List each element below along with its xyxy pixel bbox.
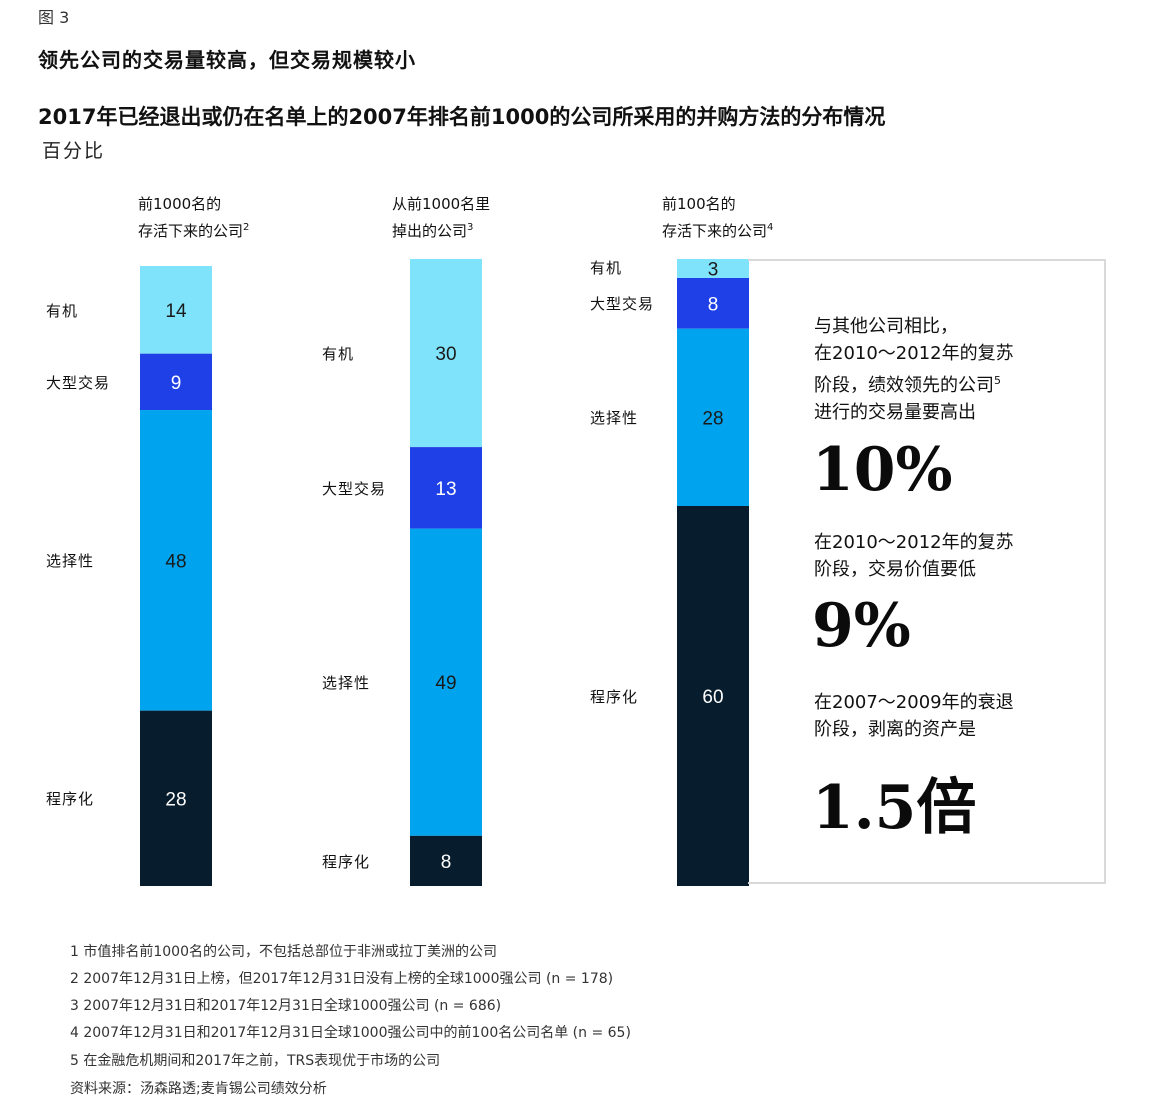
bar-segment-2-1 — [410, 259, 482, 448]
bar-segment-3-4 — [677, 506, 749, 886]
chart-subtitle: 百分比 — [42, 140, 106, 162]
footnote-3: 3 2007年12月31日和2017年12月31日全球1000强公司 (n = … — [70, 998, 502, 1014]
segment-label-1-3: 选择性 — [46, 552, 95, 571]
bar-segment-2-2 — [410, 447, 482, 529]
callout-stat-1: 10% — [812, 435, 953, 505]
data-label-2-2: 13 — [435, 479, 456, 500]
column-header-2: 从前1000名里 掉出的公司3 — [392, 195, 491, 240]
data-label-2-4: 8 — [441, 852, 452, 873]
bar-segment-1-3 — [140, 410, 212, 711]
segment-label-3-3: 选择性 — [590, 409, 639, 428]
footnote-2: 2 2007年12月31日上榜，但2017年12月31日没有上榜的全球1000强… — [70, 971, 614, 987]
segment-label-3-2: 大型交易 — [590, 295, 655, 314]
callout-text-2: 在2010～2012年的复苏 阶段，交易价值要低 — [814, 532, 1014, 580]
segment-label-3-4: 程序化 — [590, 688, 639, 706]
data-label-1-4: 28 — [165, 789, 186, 810]
data-label-2-1: 30 — [435, 344, 456, 365]
segment-label-1-1: 有机 — [46, 301, 79, 320]
bar-segment-2-4 — [410, 835, 482, 886]
data-label-1-1: 14 — [165, 301, 187, 322]
footnote-5: 5 在金融危机期间和2017年之前，TRS表现优于市场的公司 — [70, 1053, 441, 1069]
chart-title: 2017年已经退出或仍在名单上的2007年排名前1000的公司所采用的并购方法的… — [38, 105, 886, 129]
segment-label-3-1: 有机 — [590, 258, 623, 277]
footnote-1: 1 市值排名前1000名的公司，不包括总部位于非洲或拉丁美洲的公司 — [70, 944, 497, 960]
data-label-1-2: 9 — [171, 373, 182, 394]
source-note: 资料来源：汤森路透;麦肯锡公司绩效分析 — [70, 1081, 327, 1097]
bar-segment-1-4 — [140, 710, 212, 886]
headline: 领先公司的交易量较高，但交易规模较小 — [38, 48, 416, 72]
column-header-3: 前100名的 存活下来的公司4 — [662, 195, 774, 240]
data-label-3-1: 3 — [708, 260, 719, 281]
callout-stat-2: 9% — [812, 591, 911, 661]
segment-label-2-3: 选择性 — [322, 674, 371, 693]
bar-segment-2-3 — [410, 528, 482, 836]
segment-label-2-2: 大型交易 — [322, 479, 387, 498]
segment-label-1-4: 程序化 — [46, 790, 95, 809]
bar-segment-3-1 — [677, 259, 749, 278]
callout-box: 与其他公司相比， 在2010～2012年的复苏 阶段，绩效领先的公司5 进行的交… — [748, 259, 1106, 884]
data-label-3-4: 60 — [702, 687, 723, 708]
callout-text-1: 与其他公司相比， 在2010～2012年的复苏 阶段，绩效领先的公司5 进行的交… — [814, 316, 1014, 423]
data-label-3-2: 8 — [708, 294, 719, 315]
column-header-1: 前1000名的 存活下来的公司2 — [138, 195, 250, 240]
data-label-2-3: 49 — [435, 673, 456, 694]
figure-label: 图 3 — [38, 8, 70, 27]
footnote-4: 4 2007年12月31日和2017年12月31日全球1000强公司中的前100… — [70, 1025, 631, 1041]
bar-segment-3-3 — [677, 328, 749, 506]
callout-text-3: 在2007～2009年的衰退 阶段，剥离的资产是 — [814, 692, 1014, 740]
bar-segment-3-2 — [677, 278, 749, 329]
callout-stat-3: 1.5倍 — [812, 773, 977, 843]
data-label-1-3: 48 — [165, 551, 186, 572]
segment-label-2-4: 程序化 — [322, 852, 371, 871]
segment-label-1-2: 大型交易 — [46, 373, 111, 392]
segment-label-2-1: 有机 — [322, 345, 355, 364]
data-label-3-3: 28 — [702, 408, 723, 429]
bar-segment-1-2 — [140, 353, 212, 411]
bar-segment-1-1 — [140, 266, 212, 354]
